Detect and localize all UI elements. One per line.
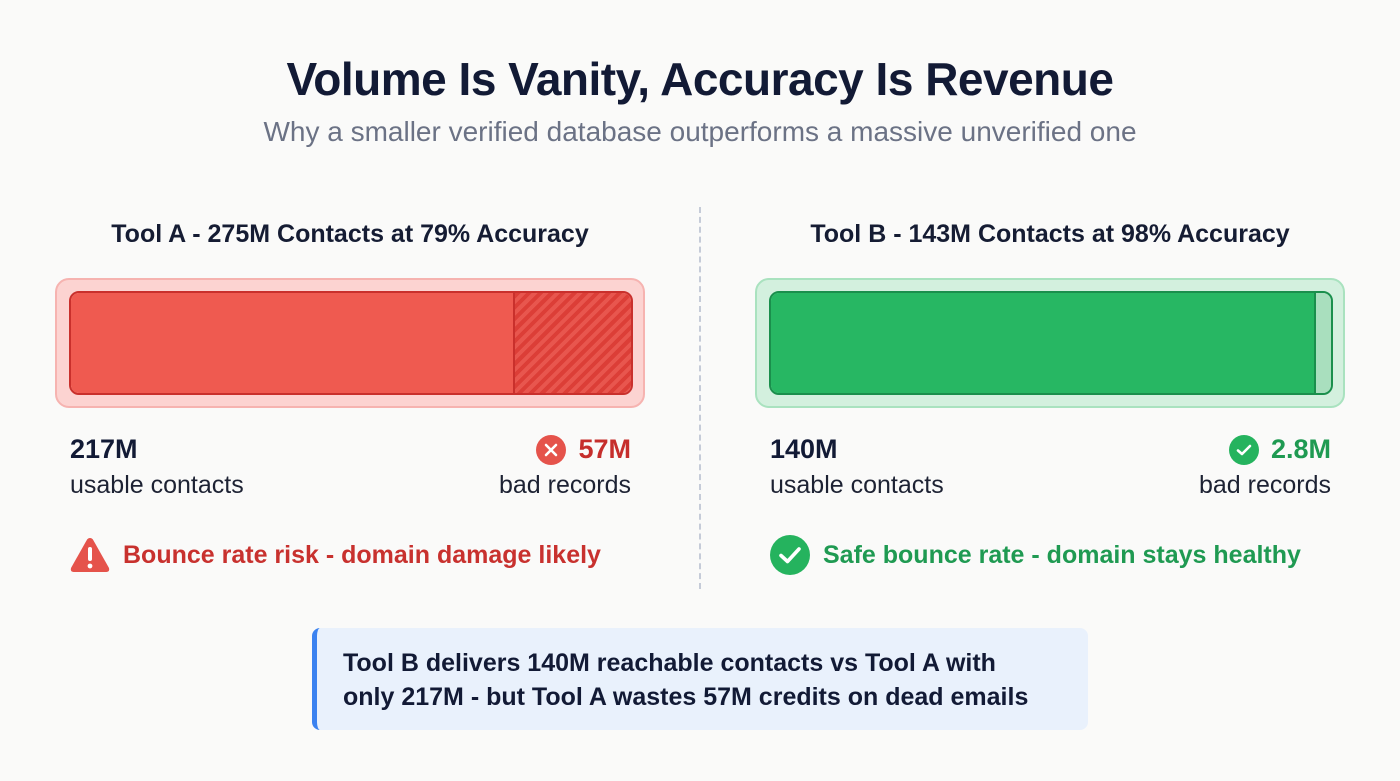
tool-b-bad-segment: [1315, 293, 1331, 393]
tool-a-status-text: Bounce rate risk - domain damage likely: [123, 540, 601, 569]
tool-a-panel: Tool A - 275M Contacts at 79% Accuracy 2…: [55, 0, 645, 781]
tool-a-bad-segment: [513, 293, 631, 393]
callout-line-1: Tool B delivers 140M reachable contacts …: [343, 649, 996, 677]
tool-b-bad-value: 2.8M: [1270, 434, 1331, 464]
tool-a-bad-label: bad records: [498, 471, 631, 499]
check-circle-icon: [769, 534, 811, 576]
tool-b-status: Safe bounce rate - domain stays healthy: [769, 534, 1301, 576]
warning-triangle-icon: [69, 534, 111, 576]
check-circle-icon: [1228, 434, 1259, 465]
tool-b-panel: Tool B - 143M Contacts at 98% Accuracy 1…: [755, 0, 1345, 781]
callout-line-2: only 217M - but Tool A wastes 57M credit…: [343, 683, 1029, 711]
tool-a-heading: Tool A - 275M Contacts at 79% Accuracy: [111, 220, 589, 248]
tool-a-bad-stat: 57M: [536, 434, 631, 465]
tool-b-heading: Tool B - 143M Contacts at 98% Accuracy: [810, 220, 1290, 248]
tool-b-usable-segment: [771, 293, 1316, 393]
tool-b-bad-label: bad records: [1198, 471, 1331, 499]
summary-callout: Tool B delivers 140M reachable contacts …: [312, 628, 1088, 730]
tool-a-bad-value: 57M: [578, 434, 631, 464]
page-subtitle: Why a smaller verified database outperfo…: [263, 116, 1137, 147]
page-title: Volume Is Vanity, Accuracy Is Revenue: [286, 53, 1114, 105]
tool-a-usable-value: 217M: [70, 434, 138, 464]
tool-b-bar-track: [769, 291, 1333, 395]
tool-a-bar-track: [69, 291, 633, 395]
tool-b-status-text: Safe bounce rate - domain stays healthy: [823, 540, 1301, 569]
tool-b-usable-value: 140M: [770, 434, 838, 464]
panel-divider: [699, 207, 701, 589]
tool-b-usable-label: usable contacts: [770, 471, 944, 499]
tool-b-bad-stat: 2.8M: [1228, 434, 1331, 465]
tool-b-bar: [755, 278, 1345, 408]
tool-a-usable-label: usable contacts: [70, 471, 244, 499]
tool-a-status: Bounce rate risk - domain damage likely: [69, 534, 601, 576]
tool-a-bar: [55, 278, 645, 408]
tool-a-usable-segment: [71, 293, 514, 393]
x-circle-icon: [536, 434, 567, 465]
